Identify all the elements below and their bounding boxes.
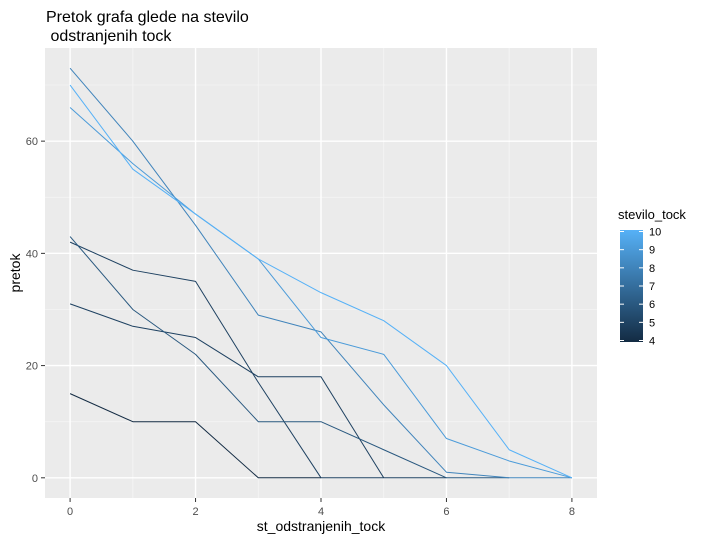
y-axis-title: pretok [7,253,23,293]
legend-colorbar [620,230,643,342]
series-line [69,303,385,479]
x-tick-label: 2 [192,506,198,518]
series-line [69,84,573,479]
legend-tick-label: 4 [649,336,655,348]
x-axis: 0 2 4 6 8 [67,498,575,518]
x-tick-label: 8 [569,506,575,518]
y-tick-label: 60 [26,136,38,148]
y-tick-label: 0 [32,473,38,485]
legend-tick-label: 10 [649,227,661,239]
legend-title: stevilo_tock [618,207,686,222]
series-line [69,67,572,479]
legend-tick-label: 8 [649,263,655,275]
x-tick-label: 0 [67,506,73,518]
series-line [69,236,510,479]
legend-tick-label: 6 [649,299,655,311]
series-line [69,107,573,479]
series-line [69,393,321,479]
y-axis: 0 20 40 60 [26,136,45,485]
series-lines [69,67,573,479]
legend-tick-label: 7 [649,281,655,293]
x-tick-label: 4 [318,506,324,518]
y-tick-label: 20 [26,361,38,373]
legend-tick-label: 9 [649,245,655,257]
y-tick-label: 40 [26,248,38,260]
legend-ticks: 10 9 8 7 6 5 4 [620,227,661,348]
legend-tick-label: 5 [649,317,655,329]
legend: stevilo_tock 10 9 8 7 6 5 4 [618,207,686,348]
chart-title-line-2: odstranjenih tock [46,28,172,45]
chart-title-line-1: Pretok grafa glede na stevilo [46,9,249,26]
series-line [69,241,447,479]
x-tick-label: 6 [443,506,449,518]
x-axis-title: st_odstranjenih_tock [257,518,386,534]
